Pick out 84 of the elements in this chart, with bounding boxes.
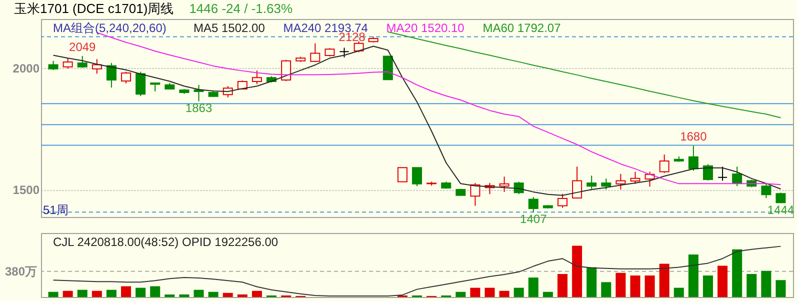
bar xyxy=(542,292,553,297)
bar xyxy=(601,282,612,297)
candlestick xyxy=(630,171,640,184)
text: MA20 1520.10 xyxy=(386,21,465,35)
bar xyxy=(718,266,728,297)
bar xyxy=(62,290,73,297)
candlestick xyxy=(382,55,393,81)
annotation: 1680 xyxy=(680,130,708,144)
bar xyxy=(659,264,670,297)
bar xyxy=(776,280,786,297)
candlestick xyxy=(62,58,73,70)
bar xyxy=(456,292,466,297)
candlestick xyxy=(601,178,612,190)
bar xyxy=(194,290,204,297)
y-tick-label: 2000 xyxy=(12,61,40,76)
candlestick xyxy=(616,173,626,190)
candlestick xyxy=(252,70,262,85)
bar xyxy=(121,286,132,297)
candlestick xyxy=(659,154,670,174)
bar xyxy=(746,274,757,297)
bar xyxy=(761,270,772,297)
ref-line-label: 380万 xyxy=(4,264,37,278)
chart-title: CJL 2420818.00(48:52) OPID 1922256.00 xyxy=(53,235,278,249)
candlestick xyxy=(397,167,408,182)
candlestick xyxy=(48,60,58,71)
bar xyxy=(732,249,742,297)
bar xyxy=(688,254,698,297)
candlestick xyxy=(761,183,772,199)
bar xyxy=(252,290,262,297)
candlestick xyxy=(528,196,538,213)
bar xyxy=(136,288,146,297)
bar xyxy=(237,294,248,297)
candlestick xyxy=(572,166,582,200)
bar xyxy=(499,290,510,297)
bar xyxy=(92,290,102,297)
bar xyxy=(630,275,640,297)
candlestick xyxy=(586,175,597,190)
bar xyxy=(572,246,582,297)
bar xyxy=(644,275,655,297)
bar xyxy=(222,292,233,297)
bar xyxy=(164,294,175,297)
y-tick-label: 1500 xyxy=(12,183,40,198)
bar xyxy=(557,274,568,297)
annotation: 2049 xyxy=(69,40,96,54)
bar xyxy=(470,288,480,297)
bar xyxy=(77,290,88,297)
chart-subtitle: 1446 -24 / -1.63% xyxy=(189,1,293,16)
candlestick xyxy=(688,145,698,172)
candlestick xyxy=(77,55,88,68)
candlestick xyxy=(718,166,728,182)
candlestick xyxy=(339,47,350,58)
bar xyxy=(528,278,538,297)
candlestick xyxy=(557,193,568,208)
annotation: 51周 xyxy=(43,203,68,217)
legend-title: MA组合(5,240,20,60) xyxy=(53,21,166,35)
candlestick xyxy=(499,176,510,192)
annotation: 1407 xyxy=(520,212,548,226)
candlestick xyxy=(470,182,480,206)
chart-title: 玉米1701 (DCE c1701)周线 xyxy=(14,1,174,16)
candlestick xyxy=(281,59,292,82)
annotation: 1863 xyxy=(185,101,212,116)
bar xyxy=(586,267,597,297)
candlestick xyxy=(92,58,102,74)
bar xyxy=(179,294,190,297)
bar xyxy=(674,288,684,297)
candlestick xyxy=(106,62,116,88)
bar xyxy=(208,292,218,297)
candlestick xyxy=(702,164,713,182)
line-series xyxy=(387,31,782,118)
candlestick xyxy=(121,71,132,84)
bar xyxy=(48,292,58,297)
text: MA5 1502.00 xyxy=(194,21,266,35)
candlestick xyxy=(136,71,146,97)
bar xyxy=(702,275,713,297)
series-label: MA60 1792.07 xyxy=(482,21,562,35)
candlestick xyxy=(412,167,422,187)
bar xyxy=(150,286,160,297)
bar xyxy=(484,288,495,297)
bar xyxy=(616,272,626,297)
candlestick xyxy=(310,42,320,63)
bar xyxy=(514,288,524,297)
candlestick xyxy=(354,40,364,53)
bar xyxy=(106,290,116,297)
candlestick xyxy=(732,166,742,187)
